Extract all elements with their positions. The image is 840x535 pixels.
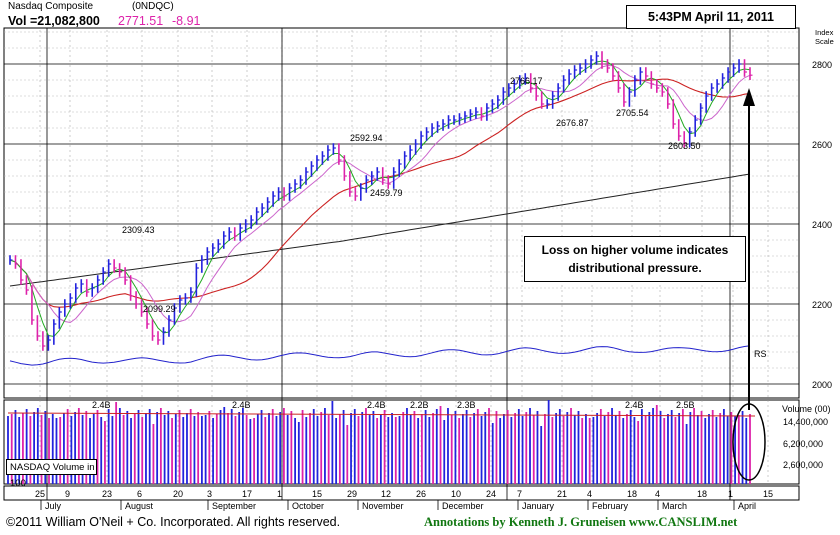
- date-tick-label: 6: [137, 489, 142, 499]
- date-tick-label: 1: [728, 489, 733, 499]
- date-tick-label: 20: [173, 489, 183, 499]
- volume-tick-label: 14,400,000: [783, 417, 828, 427]
- date-tick-label: 15: [312, 489, 322, 499]
- annotation-callout: Loss on higher volume indicates distribu…: [524, 236, 746, 282]
- month-label: July: [45, 501, 62, 511]
- ma200-line: [9, 173, 751, 287]
- month-label: November: [362, 501, 404, 511]
- date-tick-label: 24: [486, 489, 496, 499]
- volume-axis-label: Volume (00): [782, 404, 831, 414]
- month-label: February: [592, 501, 629, 511]
- volume-annotation: 2.3B: [457, 400, 476, 410]
- date-tick-label: 10: [451, 489, 461, 499]
- volume-bars: [7, 400, 756, 484]
- volume-tick-label: 2,600,000: [783, 460, 823, 470]
- annotation-arrow: [732, 88, 766, 481]
- date-tick-label: 17: [242, 489, 252, 499]
- date-tick-label: 29: [347, 489, 357, 499]
- date-tick-label: 4: [587, 489, 592, 499]
- volume-panel-frame: [3, 399, 800, 485]
- date-tick-label: 18: [627, 489, 637, 499]
- ma10-line: [9, 60, 751, 338]
- volume-annotation: 2.4B: [92, 400, 111, 410]
- date-tick-label: 18: [697, 489, 707, 499]
- chart-labels: 2309.43 2099.29 2592.94 2459.79 2766.17 2676.…: [92, 76, 701, 410]
- price-annotation: 2099.29: [143, 304, 176, 314]
- index-name: Nasdaq Composite: [8, 1, 94, 12]
- price-tick-label: 2400: [812, 220, 832, 230]
- moving-average-21: [9, 64, 751, 324]
- index-scale-label: Index Scale: [815, 28, 834, 46]
- price-annotation: 2459.79: [370, 188, 403, 198]
- rs-label: RS: [754, 349, 767, 359]
- copyright-notice: ©2011 William O'Neil + Co. Incorporated.…: [6, 515, 341, 529]
- price-annotation: 2705.54: [616, 108, 649, 118]
- rs-line: [9, 345, 751, 366]
- annotation-credit: Annotations by Kenneth J. Gruneisen www.…: [424, 515, 738, 529]
- relative-strength-line: [9, 345, 751, 366]
- volume-readout: Vol =21,082,800: [8, 14, 100, 28]
- month-label: August: [125, 501, 154, 511]
- volume-annotation: 2.4B: [625, 400, 644, 410]
- volume-annotation: 2.4B: [232, 400, 251, 410]
- month-label: April: [738, 501, 756, 511]
- price-tick-label: 2800: [812, 60, 832, 70]
- price-annotation: 2766.17: [510, 76, 543, 86]
- date-tick-label: 1: [277, 489, 282, 499]
- date-tick-label: 3: [207, 489, 212, 499]
- ticker-symbol: (0NDQC): [132, 1, 174, 12]
- price-panel-frame: [3, 27, 800, 399]
- price-tick-label: 2200: [812, 300, 832, 310]
- month-label: October: [292, 501, 324, 511]
- volume-annotation: 2.2B: [410, 400, 429, 410]
- date-tick-label: 15: [763, 489, 773, 499]
- date-tick-label: 4: [655, 489, 660, 499]
- month-label: December: [442, 501, 484, 511]
- price-annotation: 2592.94: [350, 133, 383, 143]
- volume-tick-label: 6,200,000: [783, 439, 823, 449]
- moving-average-200: [9, 173, 751, 287]
- date-tick-label: 7: [517, 489, 522, 499]
- date-tick-label: 26: [416, 489, 426, 499]
- moving-average-10: [9, 60, 751, 338]
- price-annotation: 2603.50: [668, 141, 701, 151]
- volume-average-line: [7, 412, 756, 417]
- change-readout: -8.91: [172, 14, 201, 28]
- price-bars: [9, 51, 753, 351]
- timestamp-box: 5:43PM April 11, 2011: [626, 5, 796, 29]
- volume-box-label: NASDAQ Volume in 100: [6, 459, 97, 489]
- volume-annotation: 2.5B: [676, 400, 695, 410]
- arrow-head: [743, 88, 755, 106]
- month-label: January: [522, 501, 555, 511]
- price-readout: 2771.51: [118, 14, 164, 28]
- date-tick-label: 9: [65, 489, 70, 499]
- date-tick-label: 21: [557, 489, 567, 499]
- month-label: March: [662, 501, 687, 511]
- date-axis-frame: [3, 485, 800, 501]
- date-tick-label: 23: [102, 489, 112, 499]
- date-tick-label: 25: [35, 489, 45, 499]
- price-annotation: 2309.43: [122, 225, 155, 235]
- price-annotation: 2676.87: [556, 118, 589, 128]
- volume-annotation: 2.4B: [367, 400, 386, 410]
- date-tick-label: 12: [381, 489, 391, 499]
- price-tick-label: 2600: [812, 140, 832, 150]
- price-tick-label: 2000: [812, 380, 832, 390]
- ma21-line: [9, 64, 751, 324]
- month-label: September: [212, 501, 256, 511]
- volume-highlight-ellipse: [732, 403, 766, 481]
